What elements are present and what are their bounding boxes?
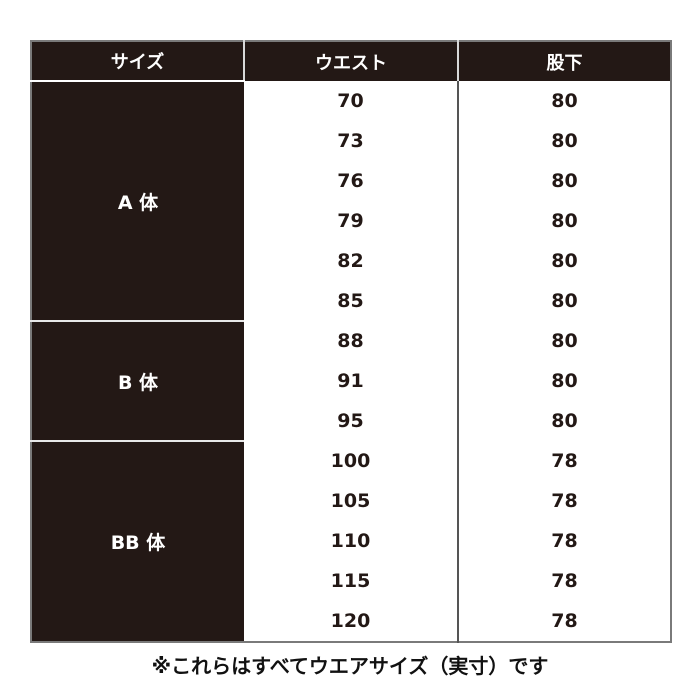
table-row: 85 80 — [31, 281, 671, 321]
inseam-cell: 80 — [457, 321, 671, 361]
table-row: 95 80 — [31, 401, 671, 441]
table-row: 82 80 — [31, 241, 671, 281]
table-row: 73 80 — [31, 121, 671, 161]
size-table: サイズ ウエスト 股下 A 体 70 80 73 80 76 80 79 80 82 80 85 80 B… — [30, 40, 672, 643]
table-row: 79 80 — [31, 201, 671, 241]
table-row: B 体 88 80 — [31, 320, 671, 441]
inseam-cell: 80 — [457, 121, 671, 161]
inseam-cell: 80 — [457, 281, 671, 321]
footnote: ※これらはすべてウエアサイズ（実寸）です — [151, 654, 549, 678]
inseam-cell: 80 — [457, 401, 671, 441]
table-row: 115 78 — [31, 561, 671, 601]
inseam-cell: 80 — [457, 161, 671, 201]
table-row: 110 78 — [31, 521, 671, 561]
inseam-cell: 78 — [457, 601, 671, 642]
size-group-label: B 体 — [31, 320, 244, 441]
table-row: A 体 70 80 — [31, 81, 671, 321]
table-row: 76 80 — [31, 161, 671, 201]
header-size: サイズ — [31, 41, 244, 82]
inseam-cell: 80 — [457, 81, 671, 121]
header-row: サイズ ウエスト 股下 — [31, 41, 671, 82]
waist-cell: 70 — [337, 90, 364, 112]
waist-cell: 91 — [337, 370, 364, 392]
inseam-cell: 80 — [457, 201, 671, 241]
waist-cell: 88 — [337, 330, 364, 352]
waist-cell: 115 — [330, 570, 371, 592]
table-row: BB 体 100 78 — [31, 440, 671, 642]
header-waist: ウエスト — [243, 41, 458, 81]
waist-cell: 110 — [330, 530, 371, 552]
waist-cell: 76 — [337, 170, 364, 192]
table-row: 105 78 — [31, 481, 671, 521]
inseam-cell: 80 — [457, 241, 671, 281]
table-row: 120 78 — [31, 601, 671, 642]
waist-cell: 79 — [337, 210, 364, 232]
header-inseam: 股下 — [457, 41, 671, 81]
table-row: 91 80 — [31, 361, 671, 401]
inseam-cell: 80 — [457, 361, 671, 401]
size-group-label: BB 体 — [31, 440, 244, 642]
waist-cell: 85 — [337, 290, 364, 312]
size-group-label: A 体 — [31, 81, 244, 321]
waist-cell: 73 — [337, 130, 364, 152]
inseam-cell: 78 — [457, 441, 671, 481]
waist-cell: 82 — [337, 250, 364, 272]
waist-cell: 100 — [330, 450, 371, 472]
inseam-cell: 78 — [457, 481, 671, 521]
inseam-cell: 78 — [457, 561, 671, 601]
inseam-cell: 78 — [457, 521, 671, 561]
waist-cell: 95 — [337, 410, 364, 432]
waist-cell: 120 — [330, 610, 371, 632]
waist-cell: 105 — [330, 490, 371, 512]
